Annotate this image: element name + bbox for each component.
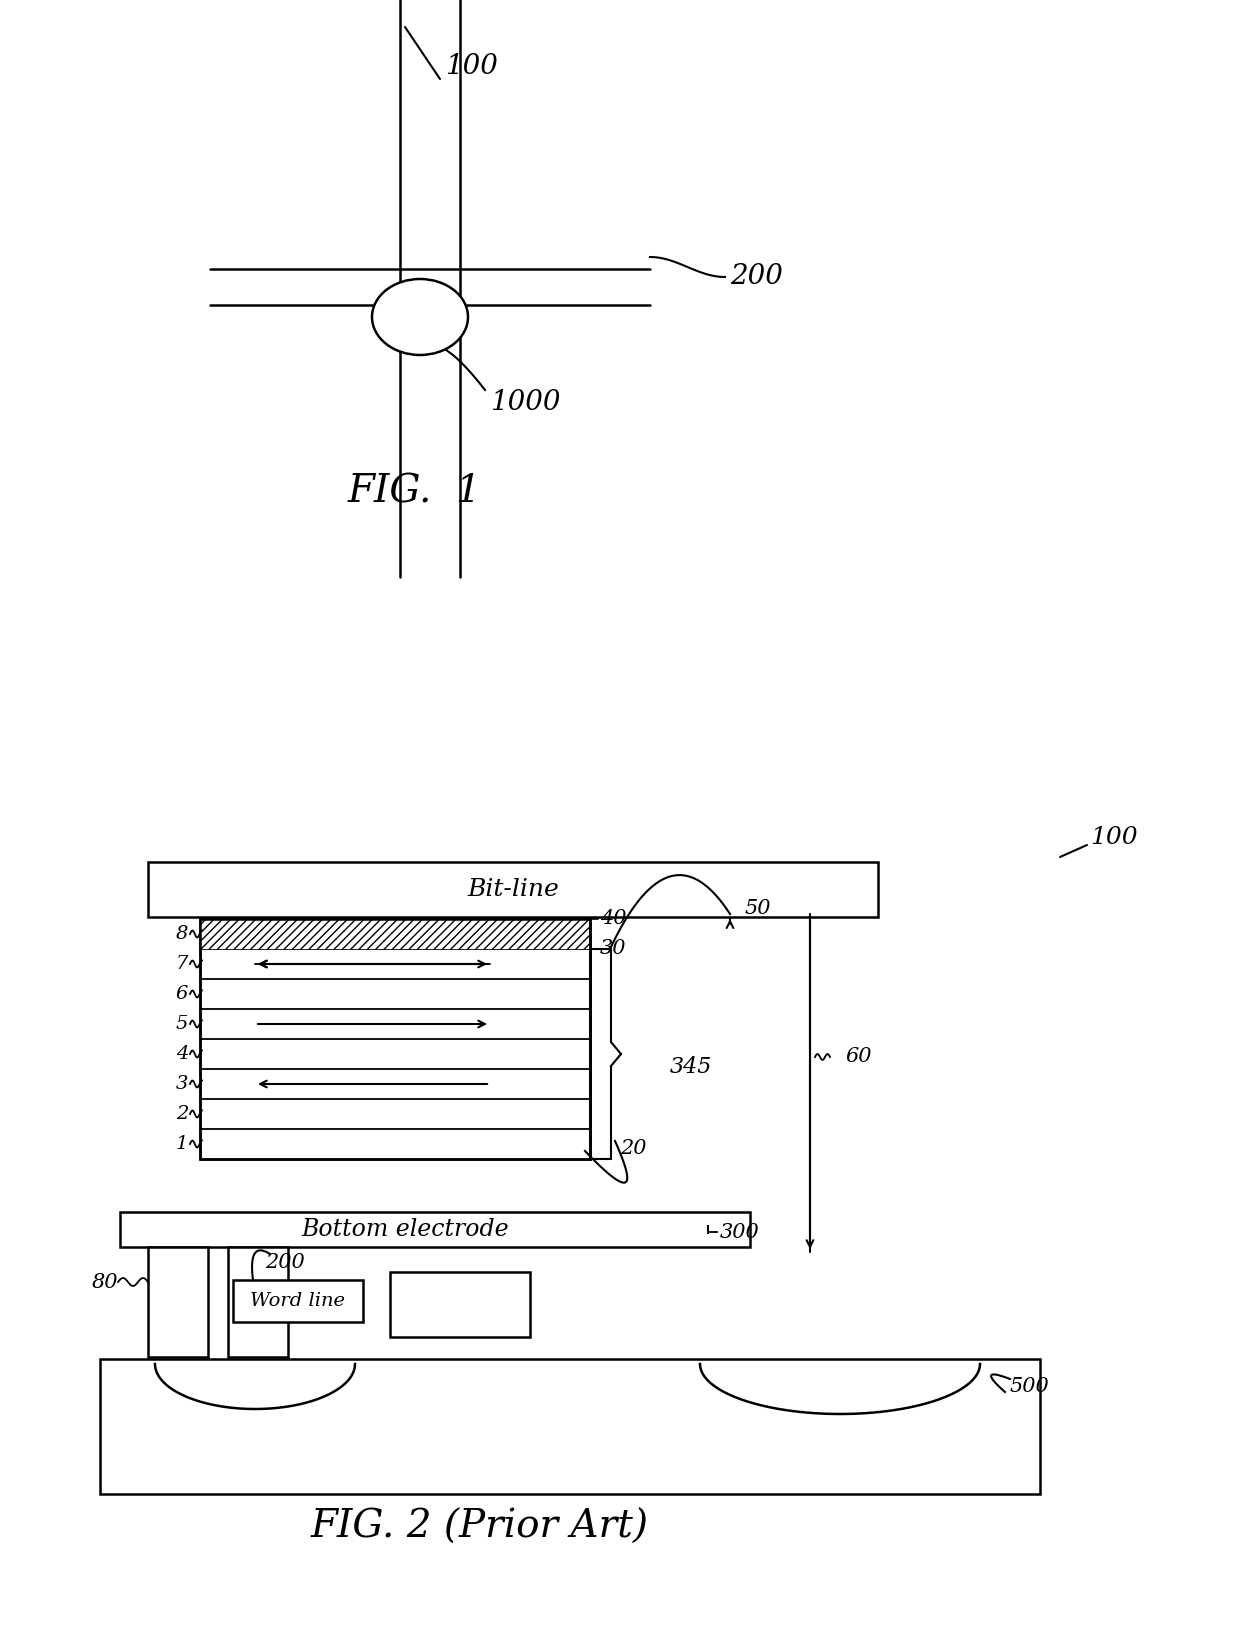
Text: Word line: Word line [250, 1292, 346, 1310]
Bar [391, 1272, 529, 1337]
Text: 200: 200 [265, 1252, 305, 1272]
Text: 5: 5 [176, 1015, 188, 1033]
Text: Bottom electrode: Bottom electrode [301, 1218, 508, 1241]
Text: 3: 3 [176, 1076, 188, 1094]
Text: 6: 6 [176, 985, 188, 1003]
Text: 100: 100 [445, 54, 498, 80]
Text: 1: 1 [176, 1134, 188, 1152]
Text: 80: 80 [92, 1272, 118, 1292]
Text: 200: 200 [730, 264, 782, 290]
Bar [200, 918, 590, 1159]
Text: 2: 2 [176, 1105, 188, 1123]
Text: 300: 300 [720, 1223, 760, 1241]
Bar [100, 1359, 1040, 1495]
Text: 100: 100 [1090, 825, 1137, 848]
Bar [148, 1247, 208, 1357]
Text: 60: 60 [844, 1048, 872, 1066]
Bar [228, 1247, 288, 1357]
Text: 4: 4 [176, 1044, 188, 1062]
Text: 30: 30 [600, 940, 626, 959]
Bar [233, 1280, 363, 1323]
Bar [200, 918, 590, 1159]
Text: 345: 345 [670, 1056, 712, 1079]
Text: 8: 8 [176, 925, 188, 943]
Text: 1000: 1000 [490, 388, 560, 416]
Text: 50: 50 [745, 899, 771, 918]
Ellipse shape [372, 278, 467, 355]
Text: 7: 7 [176, 954, 188, 972]
Text: FIG. 2 (Prior Art): FIG. 2 (Prior Art) [311, 1509, 649, 1545]
Bar [148, 863, 878, 917]
Bar [200, 918, 590, 949]
Text: 20: 20 [620, 1139, 646, 1159]
Text: 500: 500 [1011, 1377, 1050, 1396]
Bar [120, 1211, 750, 1247]
Text: 40: 40 [600, 910, 626, 928]
Text: FIG.  1: FIG. 1 [348, 473, 482, 511]
Text: Bit-line: Bit-line [467, 877, 559, 900]
